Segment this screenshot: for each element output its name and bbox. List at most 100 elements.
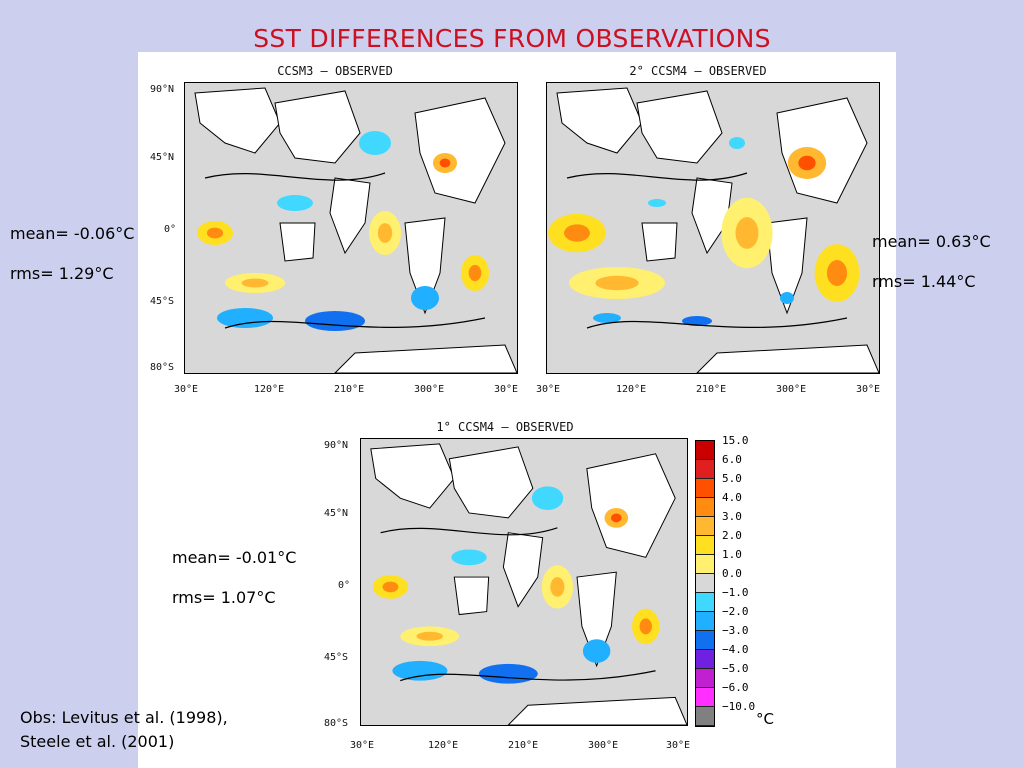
warm-anomaly-core: [550, 577, 565, 597]
cool-anomaly: [780, 292, 794, 304]
landmass: [274, 90, 361, 164]
cool-anomaly: [392, 660, 448, 681]
colorbar-cell: [696, 688, 714, 707]
sst-difference-map: [361, 439, 687, 725]
lon-tick: 300°E: [776, 384, 807, 395]
lon-tick: 30°E: [494, 384, 519, 395]
colorbar-label: 1.0: [722, 548, 742, 561]
lon-tick: 30°E: [350, 740, 375, 751]
rms-ccsm4-2deg: rms= 1.44°C: [872, 272, 976, 291]
map-plot-area: [184, 82, 518, 374]
map-title: 2° CCSM4 – OBSERVED: [629, 64, 767, 78]
map-ccsm4-2deg: 2° CCSM4 – OBSERVED 30°E 120°E 210°E 300…: [512, 64, 884, 404]
colorbar: [695, 440, 715, 727]
lon-tick: 120°E: [616, 384, 647, 395]
contour-line: [380, 527, 558, 536]
landmass: [556, 87, 643, 154]
sst-difference-map: [547, 83, 879, 373]
cool-anomaly: [478, 663, 538, 684]
map-plot-area: [546, 82, 880, 374]
colorbar-cell: [696, 536, 714, 555]
map-ccsm3: CCSM3 – OBSERVED 90°N 45°N 0° 45°S 80°S …: [150, 64, 520, 404]
colorbar-cell: [696, 574, 714, 593]
warm-anomaly-core: [206, 227, 224, 239]
landmass: [641, 222, 678, 262]
colorbar-cell: [696, 650, 714, 669]
cool-anomaly: [359, 131, 391, 155]
lon-tick: 300°E: [588, 740, 619, 751]
landmass: [502, 532, 544, 608]
map-title: CCSM3 – OBSERVED: [277, 64, 393, 78]
mean-ccsm4-2deg: mean= 0.63°C: [872, 232, 991, 251]
lat-tick: 0°: [164, 224, 177, 235]
warm-anomaly-core: [241, 278, 269, 288]
colorbar-label: −6.0: [722, 681, 749, 694]
mean-ccsm4-1deg: mean= -0.01°C: [172, 548, 297, 567]
colorbar-cell: [696, 441, 714, 460]
warm-anomaly-core: [595, 275, 639, 291]
landmass: [414, 97, 506, 204]
rms-ccsm4-1deg: rms= 1.07°C: [172, 588, 276, 607]
map-ccsm4-1deg: 1° CCSM4 – OBSERVED 90°N 45°N 0° 45°S 80…: [320, 420, 690, 760]
lat-tick: 0°: [338, 580, 351, 591]
lon-tick: 30°E: [174, 384, 199, 395]
colorbar-cell: [696, 669, 714, 688]
citation-line1: Obs: Levitus et al. (1998),: [20, 708, 228, 727]
colorbar-label: 15.0: [722, 434, 749, 447]
map-plot-area: [360, 438, 688, 726]
landmass: [448, 446, 534, 519]
cool-anomaly: [593, 313, 621, 323]
lat-tick: 80°S: [150, 362, 175, 373]
cool-anomaly: [305, 311, 365, 331]
lon-tick: 30°E: [536, 384, 561, 395]
colorbar-cell: [696, 555, 714, 574]
colorbar-label: −4.0: [722, 643, 749, 656]
colorbar-cell: [696, 498, 714, 517]
cool-anomaly: [729, 137, 745, 149]
landmass: [453, 576, 490, 616]
lat-tick: 45°S: [150, 296, 175, 307]
landmass: [279, 222, 316, 262]
colorbar-label: 0.0: [722, 567, 742, 580]
lat-tick: 45°N: [150, 152, 175, 163]
rms-ccsm3: rms= 1.29°C: [10, 264, 114, 283]
colorbar-label: 4.0: [722, 491, 742, 504]
lon-tick: 120°E: [254, 384, 285, 395]
cool-anomaly: [451, 549, 487, 566]
warm-anomaly-core: [468, 264, 482, 282]
landmass: [766, 217, 808, 315]
colorbar-label: 5.0: [722, 472, 742, 485]
slide-title: SST DIFFERENCES FROM OBSERVATIONS: [253, 24, 771, 53]
warm-anomaly-core: [382, 581, 399, 593]
colorbar-cell: [696, 517, 714, 536]
lat-tick: 90°N: [150, 84, 175, 95]
colorbar-label: −5.0: [722, 662, 749, 675]
landmass: [696, 344, 879, 373]
warm-anomaly-core: [377, 223, 393, 243]
warm-anomaly-core: [639, 618, 652, 635]
colorbar-label: 2.0: [722, 529, 742, 542]
landmass: [329, 177, 371, 255]
lat-tick: 80°S: [324, 718, 349, 729]
lat-tick: 45°N: [324, 508, 349, 519]
lon-tick: 210°E: [508, 740, 539, 751]
colorbar-unit: °C: [756, 710, 774, 728]
cool-anomaly: [217, 308, 273, 328]
landmass: [194, 87, 281, 154]
colorbar-label: −2.0: [722, 605, 749, 618]
colorbar-cell: [696, 479, 714, 498]
cool-anomaly: [277, 195, 313, 211]
colorbar-cell: [696, 707, 714, 726]
warm-anomaly-core: [610, 513, 622, 523]
contour-line: [586, 317, 848, 329]
cool-anomaly: [531, 486, 564, 511]
landmass: [636, 90, 723, 164]
cool-anomaly: [682, 316, 712, 326]
colorbar-cell: [696, 612, 714, 631]
colorbar-label: −10.0: [722, 700, 756, 713]
lon-tick: 120°E: [428, 740, 459, 751]
lon-tick: 210°E: [334, 384, 365, 395]
contour-line: [400, 670, 656, 682]
contour-line: [204, 172, 386, 181]
colorbar-label: 3.0: [722, 510, 742, 523]
